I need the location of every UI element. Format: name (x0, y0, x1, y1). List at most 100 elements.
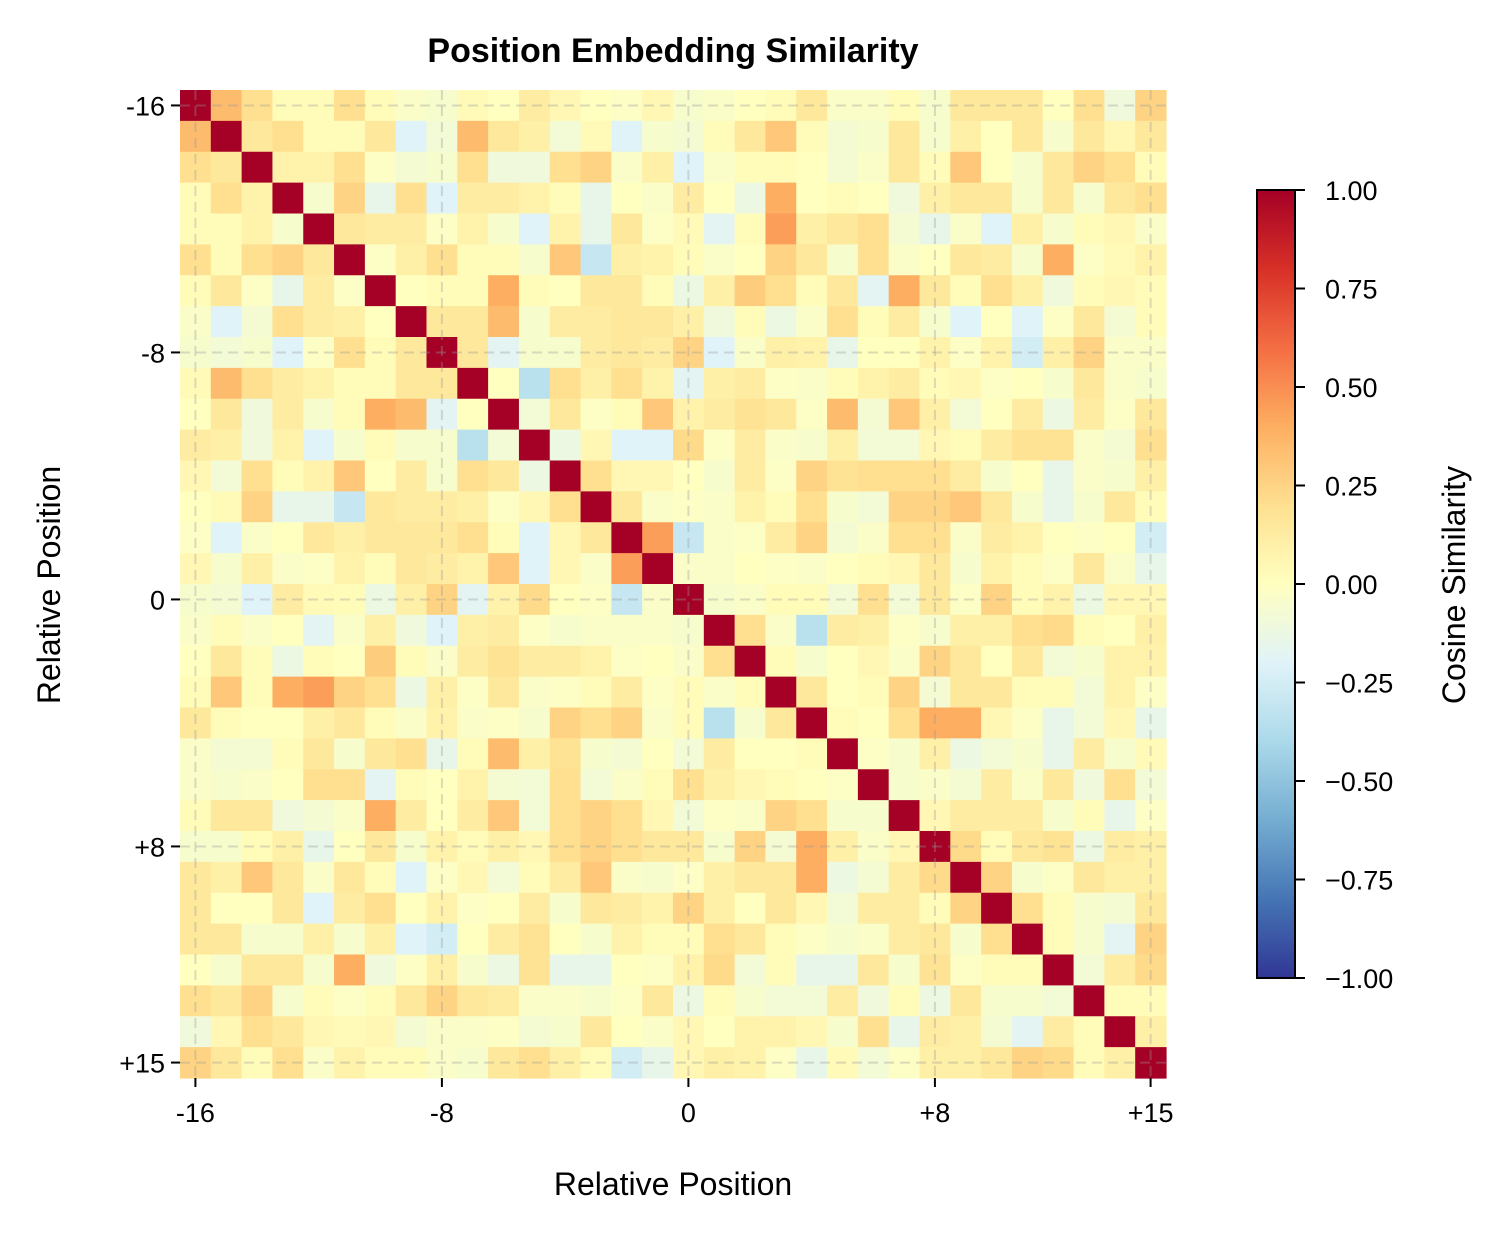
heatmap-cell (1135, 460, 1167, 492)
heatmap-cell (210, 800, 243, 832)
heatmap-cell (457, 553, 489, 585)
heatmap-cell (180, 831, 212, 863)
heatmap-cell (457, 151, 489, 184)
heatmap-cell (334, 676, 366, 709)
heatmap-cell (364, 707, 397, 739)
heatmap-cell (827, 676, 859, 709)
heatmap-cell (518, 213, 551, 245)
heatmap-cell (457, 429, 489, 462)
heatmap-cell (457, 676, 489, 709)
heatmap-cell (827, 213, 859, 245)
heatmap-cell (919, 861, 951, 894)
heatmap-cell (703, 367, 736, 400)
heatmap-cell (673, 1047, 705, 1079)
heatmap-cell (210, 676, 243, 709)
heatmap-cell (518, 337, 551, 369)
heatmap-cell (334, 831, 366, 863)
heatmap-cell (241, 1016, 274, 1048)
heatmap-cell (827, 275, 859, 307)
heatmap-cell (210, 429, 243, 462)
heatmap-cell (241, 831, 274, 863)
heatmap-cell (673, 861, 705, 894)
heatmap-cell (703, 522, 736, 554)
heatmap-cell (1073, 306, 1105, 338)
heatmap-cell (1042, 923, 1075, 956)
heatmap-cell (1073, 1047, 1105, 1079)
heatmap-cell (549, 522, 582, 554)
heatmap-cell (241, 584, 274, 616)
heatmap-cell (827, 306, 859, 338)
heatmap-cell (426, 954, 458, 986)
heatmap-cell (272, 275, 304, 307)
heatmap-cell (364, 985, 397, 1017)
heatmap-cell (334, 769, 366, 801)
heatmap-cell (796, 182, 828, 215)
heatmap-cell (981, 182, 1013, 215)
y-tick-label: +8 (134, 832, 165, 862)
heatmap-cell (364, 120, 397, 153)
y-tick-label: -16 (126, 91, 165, 121)
heatmap-cell (395, 553, 428, 585)
heatmap-cell (180, 1016, 212, 1048)
heatmap-cell (1135, 800, 1167, 832)
heatmap-cell (334, 213, 366, 245)
heatmap-cell (518, 861, 551, 894)
heatmap-cell (765, 337, 797, 369)
heatmap-cell (334, 954, 366, 986)
heatmap-cell (888, 769, 921, 801)
heatmap-cell (857, 923, 890, 956)
heatmap-cell (703, 645, 736, 678)
heatmap-cell (827, 1047, 859, 1079)
heatmap-cell (1135, 954, 1167, 986)
heatmap-cell (180, 676, 212, 709)
heatmap-cell (611, 645, 643, 678)
heatmap-cell (703, 831, 736, 863)
heatmap-cell (827, 120, 859, 153)
heatmap-cell (210, 491, 243, 523)
heatmap-cell (857, 645, 890, 678)
heatmap-cell (981, 213, 1013, 245)
heatmap-cell (703, 553, 736, 585)
heatmap-cell (580, 738, 612, 770)
heatmap-cell (857, 337, 890, 369)
heatmap-cell (857, 985, 890, 1017)
colorbar: 1.00 0.75 0.50 0.25 0.00 −0.25 −0.50 −0.75 −1.00… (1256, 176, 1472, 994)
heatmap-cell (488, 676, 520, 709)
heatmap-cell (611, 614, 643, 647)
heatmap-cell (457, 522, 489, 554)
heatmap-cell (734, 831, 767, 863)
heatmap-cell (426, 90, 458, 122)
heatmap-cell (611, 306, 643, 338)
heatmap-cell (303, 429, 335, 462)
heatmap-cell (888, 645, 921, 678)
heatmap-cell (518, 275, 551, 307)
heatmap-cell (857, 738, 890, 770)
heatmap-cell (1011, 614, 1044, 647)
heatmap-cell (457, 892, 489, 925)
heatmap-cell (950, 861, 982, 894)
heatmap-cell (673, 213, 705, 245)
heatmap-cell (796, 213, 828, 245)
heatmap-cell (1011, 985, 1044, 1017)
heatmap-cell (950, 522, 982, 554)
heatmap-cell (180, 398, 212, 431)
heatmap-cell (488, 90, 520, 122)
heatmap-cell (796, 1047, 828, 1079)
heatmap-cell (549, 985, 582, 1017)
heatmap-cell (888, 306, 921, 338)
heatmap-cell (426, 491, 458, 523)
heatmap-cell (1104, 954, 1136, 986)
heatmap-cell (981, 491, 1013, 523)
heatmap-cell (734, 584, 767, 616)
heatmap-cell (241, 244, 274, 276)
heatmap-cell (1011, 769, 1044, 801)
heatmap-cell (1011, 120, 1044, 153)
heatmap-cell (272, 676, 304, 709)
heatmap-cell (1011, 460, 1044, 492)
heatmap-cell (1073, 460, 1105, 492)
heatmap-cell (549, 923, 582, 956)
heatmap-cell (734, 892, 767, 925)
heatmap-cell (1104, 831, 1136, 863)
heatmap-cell (180, 892, 212, 925)
heatmap-cell (1011, 337, 1044, 369)
